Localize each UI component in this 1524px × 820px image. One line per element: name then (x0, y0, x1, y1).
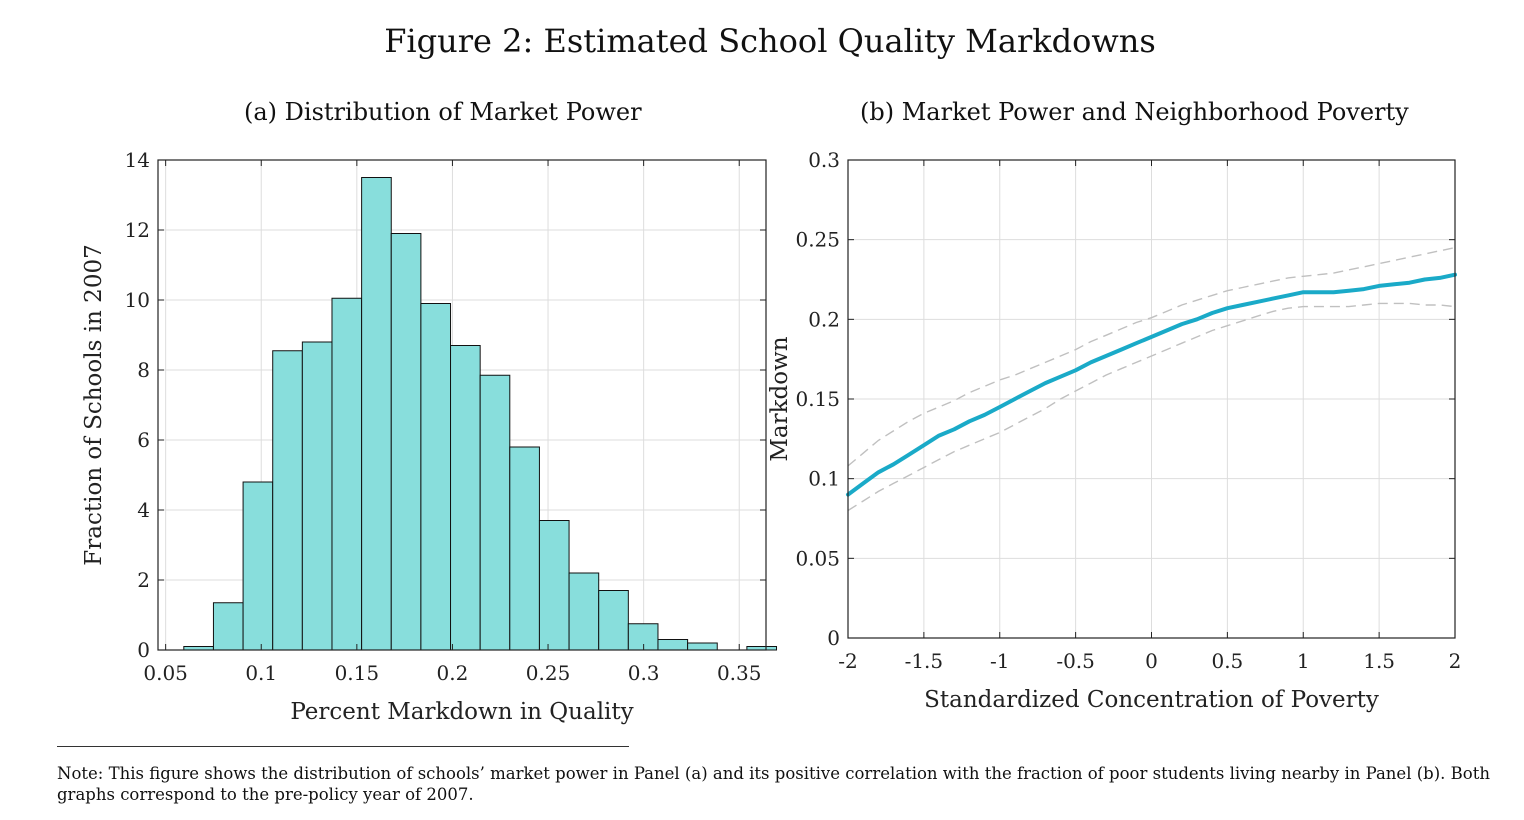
y-axis-label: Fraction of Schools in 2007 (81, 244, 107, 565)
histogram-bar (420, 303, 452, 651)
y-tick-label: 0.25 (795, 228, 840, 252)
x-tick-label: -1 (990, 649, 1009, 673)
x-tick-label: 0.2 (437, 661, 469, 685)
y-tick-label: 0.15 (795, 387, 840, 411)
panel-a-title: (a) Distribution of Market Power (244, 98, 642, 126)
x-tick-label: 0 (1145, 649, 1158, 673)
histogram-bar (509, 446, 540, 651)
x-tick-label: 0.3 (628, 661, 660, 685)
histogram-bar (657, 639, 689, 651)
y-tick-label: 6 (137, 428, 150, 452)
histogram-bar (361, 177, 392, 651)
panel-a-histogram: 0.05 0.1 0.15 0.2 0.25 0.3 0.35 0 2 4 6 8 10 12 14 Perc… (81, 148, 778, 725)
histogram-bar (568, 572, 600, 651)
y-tick-label: 14 (125, 148, 150, 172)
histogram-bar (390, 233, 422, 651)
histogram-bar (450, 345, 481, 651)
figure-title: Figure 2: Estimated School Quality Markd… (384, 22, 1156, 60)
panel-b-title: (b) Market Power and Neighborhood Povert… (860, 98, 1409, 126)
x-tick-label: 0.35 (717, 661, 762, 685)
markdown-estimate-line (846, 272, 1457, 497)
y-axis-label: Markdown (767, 336, 793, 461)
y-tick-label: 0.3 (808, 148, 840, 172)
x-axis-label: Percent Markdown in Quality (290, 699, 633, 725)
x-tick-label: 1.5 (1363, 649, 1395, 673)
y-tick-label: 10 (125, 288, 150, 312)
y-tick-label: 2 (137, 568, 150, 592)
x-tick-label: 0.15 (335, 661, 380, 685)
histogram-bar (479, 374, 511, 651)
y-tick-label: 0.05 (795, 546, 840, 570)
x-tick-label: -0.5 (1056, 649, 1095, 673)
histogram-bar (272, 350, 303, 651)
y-tick-label: 0 (827, 626, 840, 650)
plot-frame (157, 159, 767, 651)
y-tick-label: 0.2 (808, 307, 840, 331)
histogram-bar (301, 341, 333, 651)
x-tick-label: 0.25 (526, 661, 571, 685)
y-tick-label: 4 (137, 498, 150, 522)
figure-note: Note: This figure shows the distribution… (57, 764, 1490, 804)
panel-b-line-chart: -2 -1.5 -1 -0.5 0 0.5 1 1.5 2 0 0.05 0.1 0.15 0.2 0.25… (767, 148, 1461, 713)
x-axis-label: Standardized Concentration of Poverty (924, 687, 1379, 713)
histogram-bar (598, 590, 629, 651)
x-tick-label: 0.05 (143, 661, 188, 685)
y-tick-label: 8 (137, 358, 150, 382)
histogram-bar (538, 520, 570, 651)
histogram-bar (212, 602, 244, 651)
x-tick-label: 2 (1449, 649, 1462, 673)
y-tick-label: 12 (125, 218, 150, 242)
histogram-bar (242, 481, 274, 651)
x-tick-label: -2 (838, 649, 857, 673)
x-tick-label: 0.5 (1211, 649, 1243, 673)
y-tick-label: 0 (137, 638, 150, 662)
lower-confidence-line (847, 302, 1456, 512)
x-tick-label: 0.1 (245, 661, 277, 685)
histogram-bar (687, 642, 718, 651)
y-tick-label: 0.1 (808, 467, 840, 491)
note-divider (57, 746, 629, 747)
histogram-bar (331, 297, 363, 651)
x-tick-label: 1 (1297, 649, 1310, 673)
upper-confidence-line (847, 246, 1456, 467)
x-tick-label: -1.5 (905, 649, 944, 673)
